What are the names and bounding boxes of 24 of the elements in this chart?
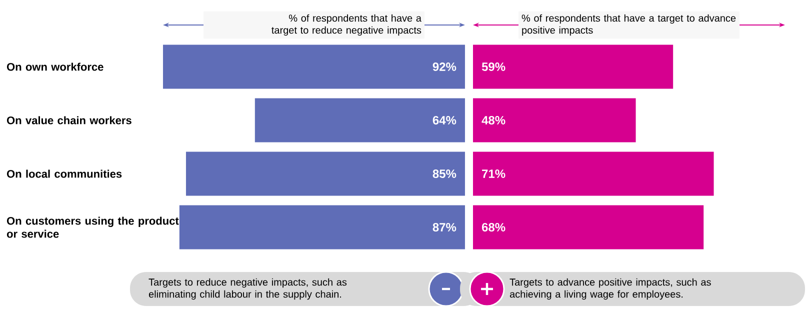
data-label: 92% — [432, 62, 456, 71]
y-tick-label: On own workforce — [6, 62, 104, 71]
data-label: 59% — [482, 62, 506, 71]
data-label: 71% — [482, 170, 506, 178]
bar — [473, 98, 636, 142]
text: Targets to reduce negative impacts, such as eliminating child labour in the supply chain. — [148, 278, 347, 300]
data-label: 85% — [432, 169, 456, 178]
y-tick-label: On value chain workers — [6, 116, 132, 124]
bar — [163, 44, 465, 89]
data-label: 48% — [482, 116, 506, 124]
text: Targets to advance positive impacts, such as achieving a living wage for employees. — [510, 278, 711, 300]
x-axis-title: % of respondents that have a target to reduce negative impacts — [272, 14, 422, 36]
data-label: 68% — [482, 222, 506, 232]
x-axis-title: % of respondents that have a target to advance positive impacts — [522, 14, 736, 36]
data-label: 87% — [432, 222, 456, 232]
bar — [186, 152, 465, 196]
y-tick-label: On local communities — [6, 170, 122, 178]
bar — [473, 205, 704, 250]
bar — [254, 98, 465, 142]
bar — [179, 205, 465, 250]
bar — [473, 44, 674, 89]
bar — [473, 152, 714, 196]
data-label: 64% — [432, 116, 456, 124]
y-tick-label: On customers using the product or service — [6, 216, 179, 238]
